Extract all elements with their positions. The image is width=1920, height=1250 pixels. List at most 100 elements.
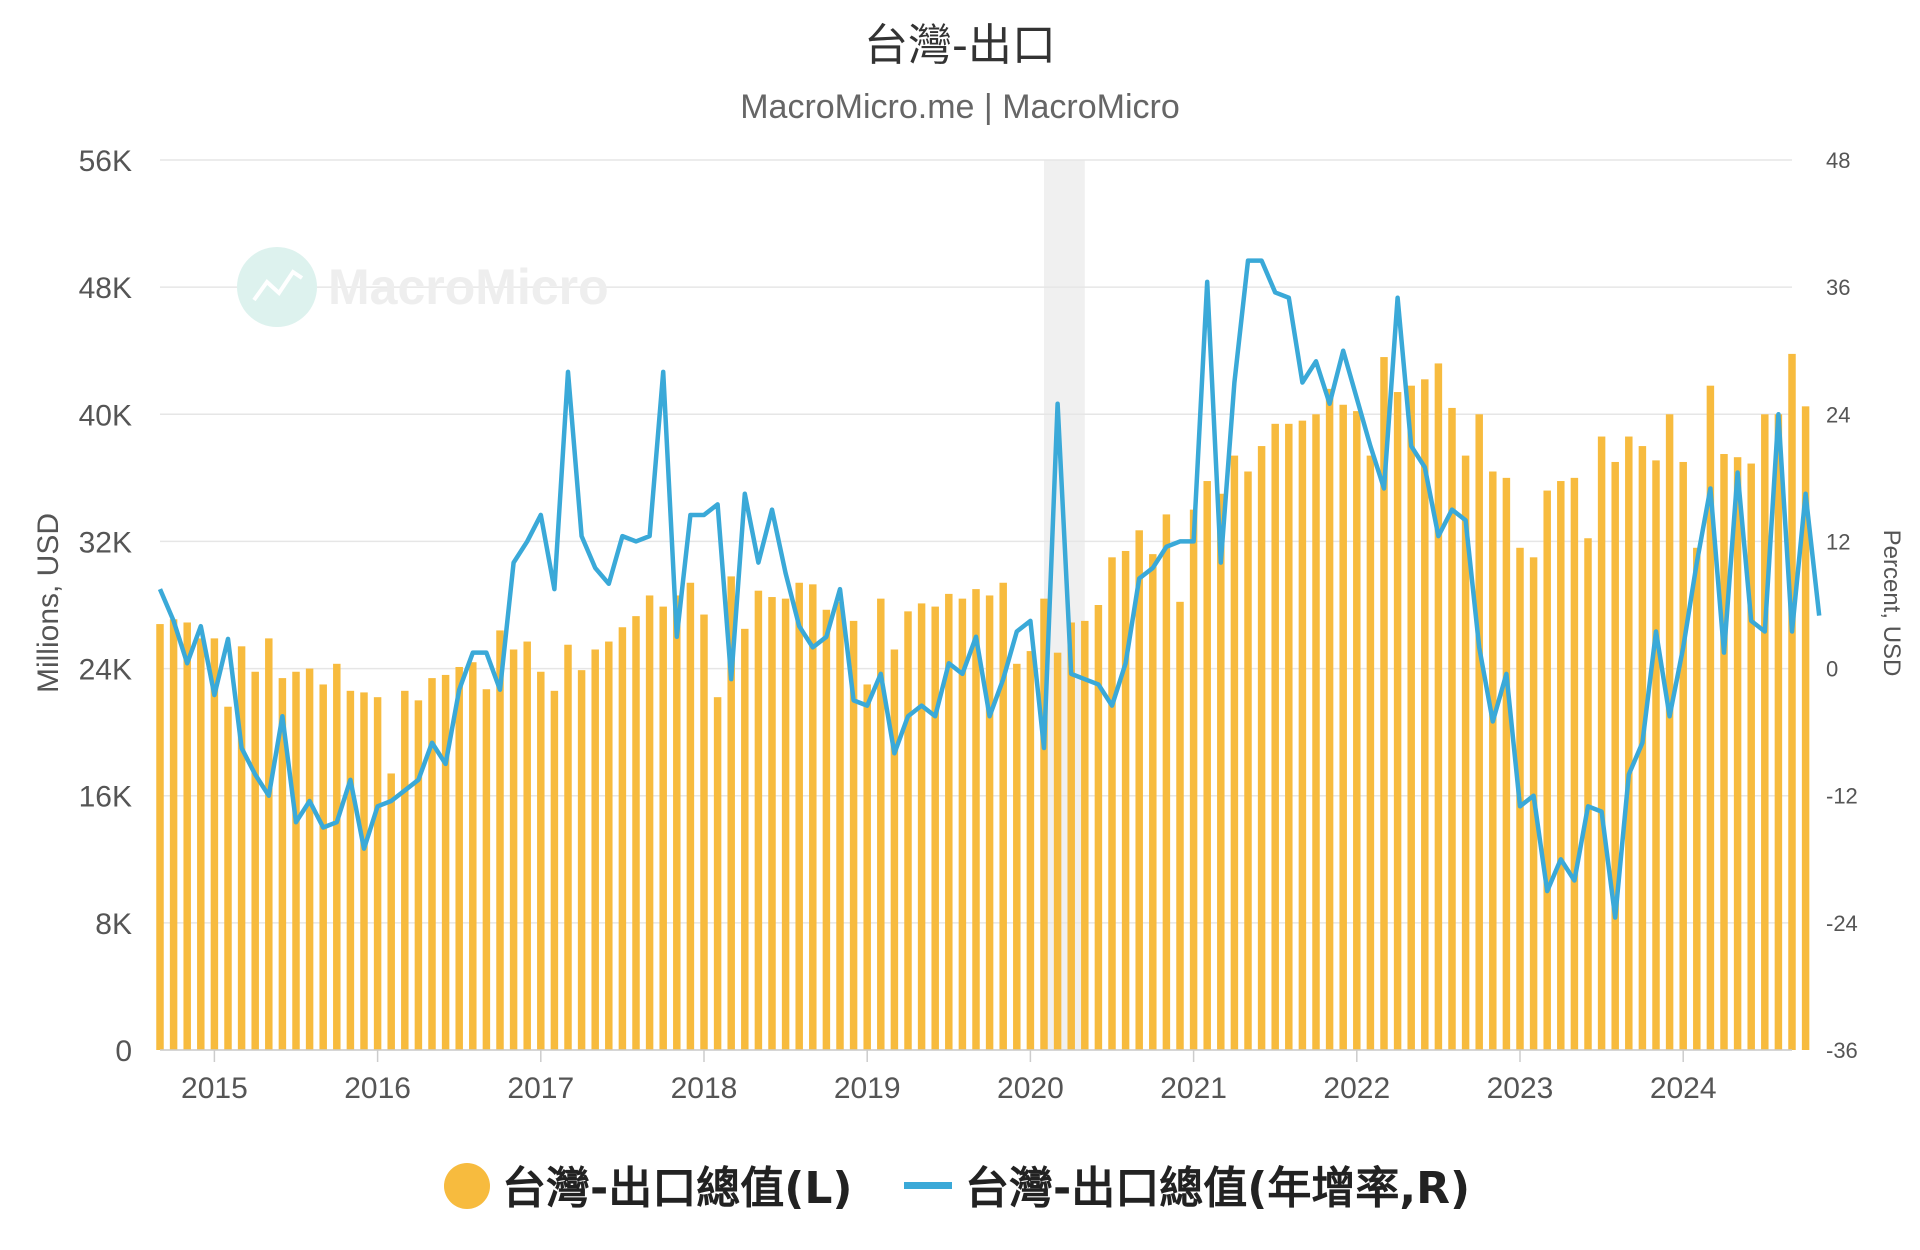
legend-item-bar[interactable]: 台灣-出口總值(L) — [444, 1163, 853, 1214]
bar — [1353, 411, 1361, 1050]
bar — [537, 671, 545, 1050]
bar — [1312, 414, 1320, 1050]
bar — [849, 620, 858, 1050]
bar — [1584, 538, 1592, 1050]
yoy-growth-line — [157, 258, 1822, 920]
bar — [1162, 514, 1171, 1050]
legend-line-swatch-icon — [904, 1182, 952, 1189]
bar — [1448, 407, 1456, 1050]
bar — [632, 616, 640, 1051]
bar — [686, 582, 695, 1050]
bar — [754, 590, 763, 1050]
bar — [373, 697, 382, 1050]
y-right-tick-label: 12 — [1826, 529, 1850, 554]
y-left-tick-label: 8K — [95, 908, 132, 941]
bar — [1203, 481, 1211, 1050]
bar — [265, 638, 273, 1051]
bar — [1339, 404, 1347, 1050]
bar — [333, 663, 341, 1050]
y-left-tick-label: 16K — [79, 781, 132, 814]
watermark-logo-line — [252, 269, 304, 302]
bar — [890, 649, 899, 1050]
watermark-text: MacroMicro — [328, 259, 609, 315]
bar — [985, 595, 994, 1050]
bar — [1489, 471, 1497, 1050]
bar — [1679, 461, 1687, 1051]
bar — [469, 662, 477, 1050]
bar — [700, 614, 708, 1050]
bar — [360, 692, 368, 1050]
bar — [1611, 461, 1619, 1051]
bar — [577, 670, 586, 1050]
chart-subtitle: MacroMicro.me | MacroMicro — [740, 88, 1180, 126]
bar — [1230, 455, 1239, 1050]
bar — [713, 697, 722, 1050]
bar — [1693, 547, 1701, 1050]
bar — [1774, 414, 1783, 1050]
bar — [1652, 460, 1660, 1051]
bar — [156, 624, 164, 1050]
bar — [1543, 490, 1551, 1050]
bar — [278, 678, 287, 1050]
legend-bar-swatch-icon — [444, 1163, 490, 1209]
bar — [1570, 477, 1579, 1050]
bar — [931, 606, 939, 1050]
bar — [346, 690, 355, 1050]
watermark-logo-icon — [237, 247, 317, 327]
bar — [822, 609, 831, 1050]
bar — [877, 598, 885, 1050]
bar-series — [156, 353, 1810, 1051]
bar — [1407, 385, 1415, 1050]
bar — [917, 603, 926, 1050]
legend-bar-label: 台灣-出口總值(L) — [502, 1163, 853, 1214]
bar — [999, 582, 1007, 1050]
bar — [836, 601, 844, 1050]
axes: 0 8K 16K 24K 32K 40K 48K 56K -36 -24 -12 0 12 24 36 48 2… — [79, 145, 1858, 1105]
bar — [904, 611, 912, 1050]
bar — [863, 684, 871, 1050]
bar — [1380, 357, 1388, 1050]
bar — [1217, 493, 1225, 1050]
bar — [1502, 477, 1511, 1050]
bar — [1366, 455, 1375, 1050]
bar — [1257, 446, 1266, 1050]
bar — [550, 690, 559, 1050]
bar — [197, 638, 205, 1051]
bar — [401, 690, 409, 1050]
bar — [741, 628, 749, 1050]
bar — [1434, 363, 1443, 1050]
bar — [673, 595, 681, 1050]
x-tick-label: 2024 — [1650, 1072, 1717, 1105]
bar — [1026, 651, 1035, 1050]
bar — [292, 671, 300, 1050]
bar — [809, 584, 817, 1050]
bar — [319, 684, 327, 1050]
bar — [1325, 388, 1334, 1050]
bar — [1761, 414, 1769, 1050]
bar — [1421, 379, 1429, 1050]
bar — [1013, 663, 1021, 1050]
bar — [305, 668, 314, 1050]
bar — [1271, 423, 1279, 1050]
bar — [183, 622, 191, 1050]
bar — [1475, 414, 1483, 1050]
bar — [605, 641, 613, 1050]
legend-item-line[interactable]: 台灣-出口總值(年增率,R) — [904, 1163, 1470, 1214]
bar — [1053, 652, 1062, 1050]
bar — [455, 666, 463, 1050]
bar — [1747, 463, 1755, 1050]
bar — [1189, 509, 1198, 1050]
bar — [645, 595, 654, 1050]
bar — [1121, 550, 1130, 1050]
y-left-tick-label: 32K — [79, 526, 132, 559]
y-left-tick-label: 24K — [79, 654, 132, 687]
bar — [1706, 385, 1715, 1050]
x-tick-label: 2015 — [181, 1072, 248, 1105]
bar — [496, 630, 504, 1050]
y-right-tick-label: 48 — [1826, 148, 1850, 173]
y-right-tick-label: 0 — [1826, 657, 1838, 682]
x-tick-label: 2018 — [671, 1072, 738, 1105]
bar — [1149, 554, 1157, 1050]
x-tick-label: 2017 — [507, 1072, 574, 1105]
bar — [1081, 620, 1089, 1050]
